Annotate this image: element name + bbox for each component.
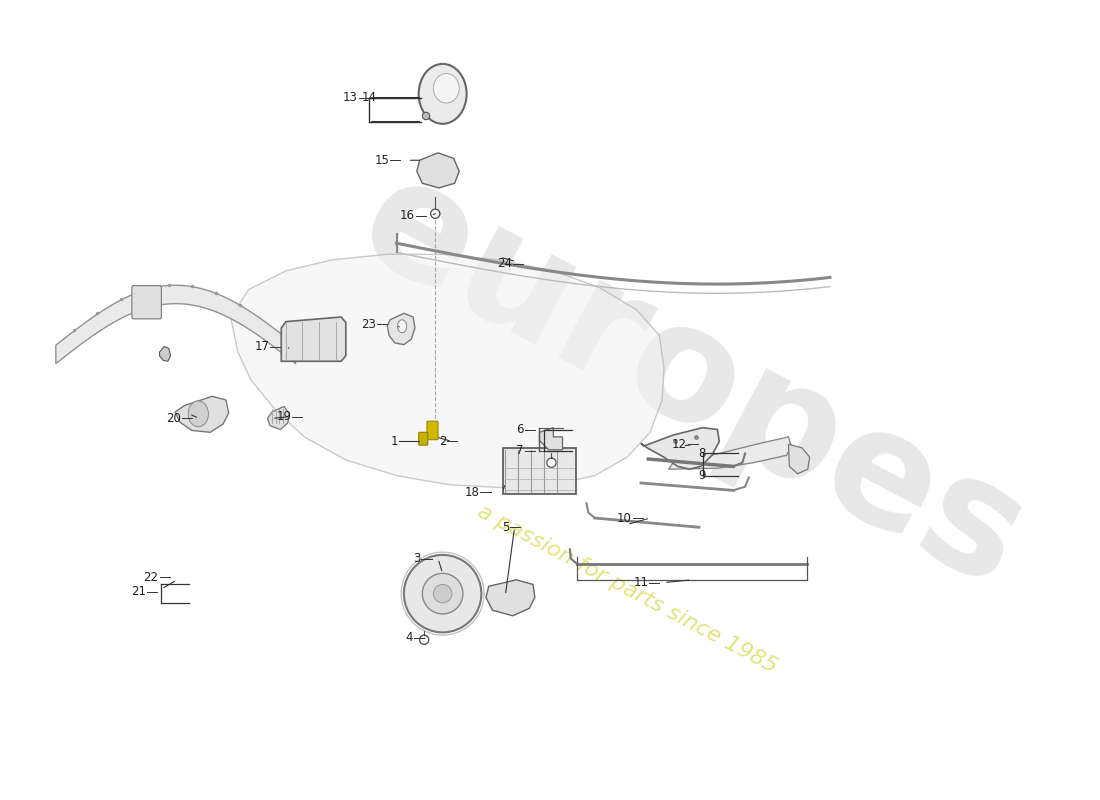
Circle shape — [404, 555, 482, 632]
Text: 3: 3 — [414, 552, 420, 565]
Polygon shape — [641, 428, 719, 469]
FancyBboxPatch shape — [132, 286, 162, 319]
Polygon shape — [267, 406, 289, 430]
Text: 15: 15 — [374, 154, 389, 166]
Text: a passion for parts since 1985: a passion for parts since 1985 — [474, 502, 780, 677]
Text: 4: 4 — [406, 631, 414, 645]
Polygon shape — [231, 254, 664, 488]
Polygon shape — [387, 314, 415, 345]
Circle shape — [422, 574, 463, 614]
Circle shape — [430, 209, 440, 218]
FancyBboxPatch shape — [427, 422, 438, 440]
Text: 6: 6 — [516, 423, 524, 436]
Polygon shape — [282, 317, 345, 362]
Polygon shape — [539, 428, 562, 450]
FancyBboxPatch shape — [503, 448, 576, 494]
Text: 20: 20 — [166, 412, 180, 425]
Text: 21: 21 — [131, 586, 145, 598]
Ellipse shape — [397, 320, 407, 333]
Text: 2: 2 — [439, 435, 447, 448]
Ellipse shape — [433, 74, 459, 103]
Ellipse shape — [419, 64, 466, 124]
Polygon shape — [789, 444, 810, 474]
Text: 5: 5 — [502, 521, 509, 534]
Text: 10: 10 — [617, 511, 631, 525]
Text: 12: 12 — [672, 438, 688, 450]
Polygon shape — [486, 580, 535, 616]
Text: 18: 18 — [464, 486, 480, 498]
Text: 9: 9 — [697, 469, 705, 482]
Text: 22: 22 — [144, 570, 158, 583]
Text: 19: 19 — [276, 410, 292, 423]
Text: 24: 24 — [497, 257, 512, 270]
Text: 16: 16 — [400, 209, 415, 222]
Text: 17: 17 — [254, 340, 270, 353]
Ellipse shape — [188, 401, 208, 426]
Polygon shape — [669, 437, 791, 469]
Text: 8: 8 — [698, 447, 705, 460]
Text: 23: 23 — [362, 318, 376, 331]
Text: europes: europes — [333, 142, 1049, 621]
Text: 14: 14 — [361, 91, 376, 104]
Circle shape — [422, 112, 430, 120]
FancyBboxPatch shape — [419, 432, 428, 445]
Circle shape — [433, 585, 452, 603]
Text: 13: 13 — [343, 91, 358, 104]
Circle shape — [419, 635, 429, 644]
Polygon shape — [160, 346, 170, 362]
Circle shape — [547, 458, 557, 467]
Polygon shape — [175, 396, 229, 432]
Text: 11: 11 — [634, 576, 648, 589]
Polygon shape — [417, 153, 459, 188]
Text: 1: 1 — [390, 435, 398, 448]
Text: 7: 7 — [516, 444, 524, 458]
